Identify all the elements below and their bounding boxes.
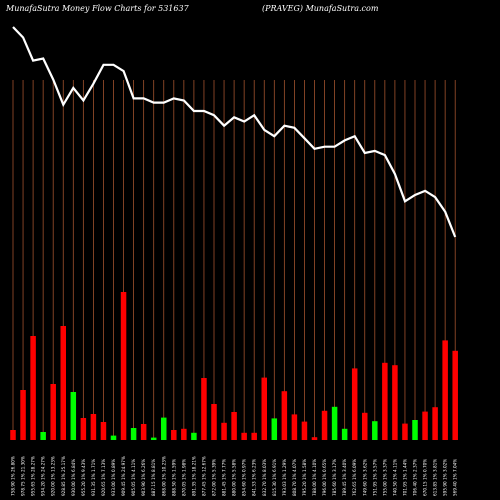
x-tick-label: 887.15 1% 8.81% xyxy=(151,459,156,496)
x-tick-label: 934.20 1% 24.27% xyxy=(41,456,46,496)
bar-20 xyxy=(201,378,207,440)
bar-32 xyxy=(321,410,328,440)
x-tick-label: 793.03 1% 1.29% xyxy=(282,459,287,496)
bar-36 xyxy=(362,412,368,440)
bar-11 xyxy=(110,435,117,440)
money-flow-line xyxy=(12,26,457,238)
bar-10 xyxy=(100,422,107,440)
x-tick-label: 815.30 1% 6.91% xyxy=(272,459,277,496)
x-tick-label: 955.65 1% 28.27% xyxy=(31,456,36,496)
bar-16 xyxy=(161,417,167,440)
bar-8 xyxy=(80,418,87,440)
x-tick-label: 888.50 1% 1.59% xyxy=(171,459,176,496)
x-tick-label: 891.35 1% 18.21% xyxy=(191,456,196,496)
x-tick-label: 785.60 1% 3.17% xyxy=(332,459,337,496)
bar-37 xyxy=(372,421,378,440)
x-tick-label: 795.20 1% 1.58% xyxy=(302,459,307,496)
x-tick-label: 880.00 1% 5.58% xyxy=(232,459,237,496)
bar-44 xyxy=(442,340,448,440)
volume-bars xyxy=(10,292,458,440)
x-tick-label: 870.05 1% 1.98% xyxy=(181,459,186,496)
bar-35 xyxy=(351,368,358,440)
bar-40 xyxy=(402,423,408,440)
bar-18 xyxy=(181,428,187,440)
bar-19 xyxy=(191,432,197,440)
bar-42 xyxy=(422,411,428,440)
x-tick-label: 749.60 1% 3.62% xyxy=(362,459,367,496)
x-tick-label: 909.45 1% 24.97% xyxy=(121,456,126,496)
bar-28 xyxy=(281,391,288,440)
x-tick-label: 789.45 1% 3.40% xyxy=(342,459,347,496)
bar-31 xyxy=(311,437,318,440)
x-tick-label: 613.85 1% 3.81% xyxy=(433,459,438,496)
bar-24 xyxy=(241,432,247,440)
bar-17 xyxy=(171,430,177,440)
x-tick-label: 706.40 1% 2.37% xyxy=(413,459,418,496)
x-tick-label: 832.70 1% 8.03% xyxy=(262,459,267,496)
x-tick-label: 854.60 1% 0.97% xyxy=(242,459,247,496)
bar-3 xyxy=(30,336,36,440)
bar-27 xyxy=(271,418,278,440)
x-tick-label: 595.90 1% 3.02% xyxy=(443,459,448,496)
gridlines xyxy=(12,80,456,440)
bar-13 xyxy=(130,428,137,440)
bar-38 xyxy=(382,362,388,440)
x-tick-labels: 758.90 1% 26.80% 978.75 1% 21.30% 955.65 1… xyxy=(11,456,458,496)
x-tick-label: 755.00 1% 3.37% xyxy=(382,459,387,496)
bar-26 xyxy=(261,377,267,440)
x-tick-label: 931.35 1% 1.71% xyxy=(91,459,96,496)
bar-29 xyxy=(291,414,298,440)
x-tick-label: 881.45 1% 7.77% xyxy=(222,459,227,496)
x-tick-label: 670.15 1% 0.70% xyxy=(423,459,428,496)
bar-22 xyxy=(221,422,227,440)
bar-5 xyxy=(50,384,56,440)
bar-21 xyxy=(211,404,217,440)
bar-14 xyxy=(140,424,147,440)
bar-45 xyxy=(452,350,458,440)
x-tick-label: 955.20 1% 9.43% xyxy=(81,459,86,496)
x-tick-label: 762.65 1% 6.09% xyxy=(352,459,357,496)
bar-12 xyxy=(120,292,127,440)
bar-25 xyxy=(251,432,257,440)
x-tick-label: 903.90 1% 6.26% xyxy=(141,459,146,496)
bar-41 xyxy=(412,420,418,440)
x-tick-label: 569.40 1% 7.04% xyxy=(453,459,458,496)
bar-7 xyxy=(70,392,77,440)
chart-title: MunafaSutra Money Flow Charts for 531637 xyxy=(6,4,189,13)
bar-1 xyxy=(10,430,16,440)
x-tick-label: 930.00 1% 6.84% xyxy=(71,459,76,496)
x-tick-label: 978.75 1% 21.30% xyxy=(21,456,26,496)
x-tick-label: 933.00 1% 0.89% xyxy=(111,459,116,496)
chart-subtitle: (PRAVEG) MunafaSutra.com xyxy=(262,4,379,13)
bar-2 xyxy=(20,390,26,440)
x-tick-label: 740.50 1% 4.11% xyxy=(392,459,397,496)
x-tick-label: 751.95 1% 3.57% xyxy=(372,459,377,496)
bar-6 xyxy=(60,326,66,440)
bar-39 xyxy=(392,365,398,440)
x-tick-label: 841.33 1% 6.23% xyxy=(252,459,257,496)
x-tick-label: 808.70 1% 4.07% xyxy=(292,459,297,496)
x-tick-label: 788.00 1% 4.10% xyxy=(312,459,317,496)
x-tick-label: 868.00 1% 10.23% xyxy=(161,456,166,496)
x-tick-label: 758.90 1% 26.80% xyxy=(11,456,16,496)
x-tick-label: 796.00 1% 0.65% xyxy=(322,459,327,496)
bar-43 xyxy=(432,407,438,440)
x-tick-label: 877.45 1% 12.67% xyxy=(201,456,206,496)
bar-15 xyxy=(150,437,157,440)
x-tick-label: 920.65 1% 7.13% xyxy=(101,459,106,496)
bar-30 xyxy=(301,421,308,440)
bar-23 xyxy=(231,412,237,440)
x-tick-label: 928.85 1% 25.17% xyxy=(61,456,66,496)
bar-9 xyxy=(90,414,97,440)
x-tick-label: 701.95 1% 1.44% xyxy=(402,459,407,496)
x-tick-label: 872.00 1% 5.39% xyxy=(212,459,217,496)
x-tick-label: 905.05 1% 4.11% xyxy=(131,459,136,496)
bar-4 xyxy=(40,432,46,440)
bar-34 xyxy=(341,428,348,440)
bar-33 xyxy=(331,406,338,440)
x-tick-label: 920.00 1% 13.23% xyxy=(51,456,56,496)
